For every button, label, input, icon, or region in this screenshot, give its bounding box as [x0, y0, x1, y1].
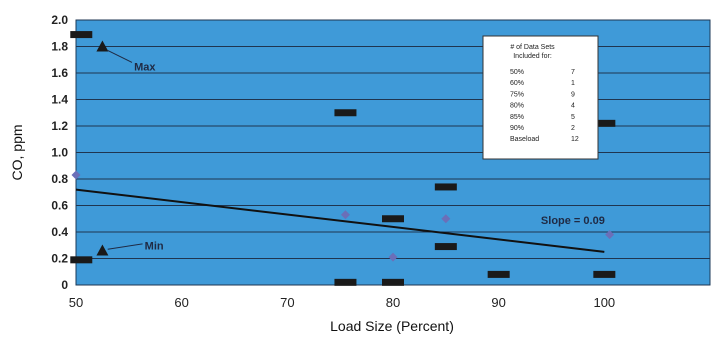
y-tick-label: 1.4 — [51, 93, 68, 107]
legend-row-value: 7 — [571, 69, 575, 76]
y-tick-label: 0 — [61, 278, 68, 292]
triangle-marker — [96, 40, 109, 52]
triangle-marker — [96, 244, 109, 256]
legend-row-label: 80% — [510, 103, 524, 110]
bar-marker — [434, 183, 457, 191]
x-tick-label: 100 — [593, 295, 615, 310]
diamond-marker — [441, 214, 451, 224]
legend-row-label: 50% — [510, 69, 524, 76]
bar-marker — [487, 270, 510, 278]
bar-marker — [70, 31, 93, 39]
legend-title: Included for: — [513, 53, 552, 60]
y-tick-label: 0.2 — [51, 252, 68, 266]
diamond-marker — [340, 210, 350, 220]
legend-row-value: 2 — [571, 125, 575, 132]
x-tick-label: 70 — [280, 295, 294, 310]
bar-marker — [382, 215, 404, 223]
annotation-label: Min — [145, 240, 164, 252]
bar-marker — [334, 109, 357, 117]
x-tick-label: 60 — [174, 295, 188, 310]
annotation-label: Max — [134, 61, 156, 73]
legend-row-value: 4 — [571, 103, 575, 110]
y-tick-label: 1.0 — [51, 146, 68, 160]
legend-title: # of Data Sets — [510, 44, 555, 51]
annotations: Max Min Slope = 0.09 — [107, 50, 605, 252]
bar-marker — [593, 119, 616, 127]
bar-marker — [382, 278, 404, 286]
data-marks — [70, 31, 616, 286]
y-tick-label: 0.6 — [51, 199, 68, 213]
y-axis-label: CO, ppm — [9, 124, 25, 180]
trendline — [75, 188, 605, 253]
min-pointer-line — [107, 243, 143, 250]
legend-row-value: 1 — [571, 80, 575, 87]
max-pointer-line — [107, 50, 133, 63]
x-axis-label: Load Size (Percent) — [330, 318, 454, 334]
legend-row-value: 9 — [571, 91, 575, 98]
bar-marker — [593, 270, 616, 278]
diamond-marker — [605, 230, 615, 240]
legend-row-value: 5 — [571, 114, 575, 121]
x-tick-labels: 50 60 70 80 90 100 — [69, 295, 615, 310]
y-tick-label: 0.8 — [51, 172, 68, 186]
y-tick-label: 1.6 — [51, 66, 68, 80]
x-tick-label: 90 — [491, 295, 505, 310]
legend: # of Data Sets Included for: 50% 7 60% 1 75% 9 8… — [482, 35, 599, 160]
annotation-label: Slope = 0.09 — [541, 215, 605, 227]
legend-row-label: 60% — [510, 80, 524, 87]
x-tick-label: 50 — [69, 295, 83, 310]
legend-row-label: Baseload — [510, 136, 539, 143]
bar-marker — [434, 243, 457, 251]
y-tick-labels: 0 0.2 0.4 0.6 0.8 1.0 1.2 1.4 1.6 1.8 2.0 — [51, 13, 68, 292]
diamond-marker — [71, 170, 81, 180]
legend-row-value: 12 — [571, 136, 579, 143]
bar-marker — [334, 278, 357, 286]
legend-box — [482, 35, 599, 160]
y-tick-label: 0.4 — [51, 225, 68, 239]
y-tick-label: 1.8 — [51, 40, 68, 54]
y-tick-label: 1.2 — [51, 119, 68, 133]
bar-marker — [70, 256, 93, 264]
y-tick-label: 2.0 — [51, 13, 68, 27]
legend-row-label: 75% — [510, 91, 524, 98]
legend-row-label: 85% — [510, 114, 524, 121]
diamond-marker — [388, 252, 398, 262]
x-tick-label: 80 — [386, 295, 400, 310]
legend-row-label: 90% — [510, 125, 524, 132]
